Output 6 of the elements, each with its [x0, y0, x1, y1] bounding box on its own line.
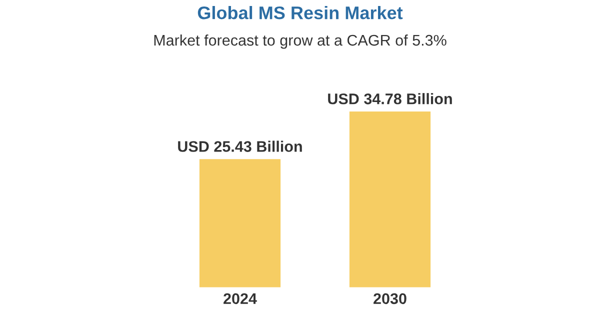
chart-subtitle: Market forecast to grow at a CAGR of 5.3%	[154, 34, 446, 49]
chart-title: Global MS Resin Market	[198, 6, 403, 20]
data-label: USD 25.43 Billion	[178, 140, 302, 152]
x-tick-label: 2024	[224, 293, 257, 304]
x-tick-label: 2030	[374, 293, 406, 304]
data-label: USD 34.78 Billion	[328, 93, 452, 104]
